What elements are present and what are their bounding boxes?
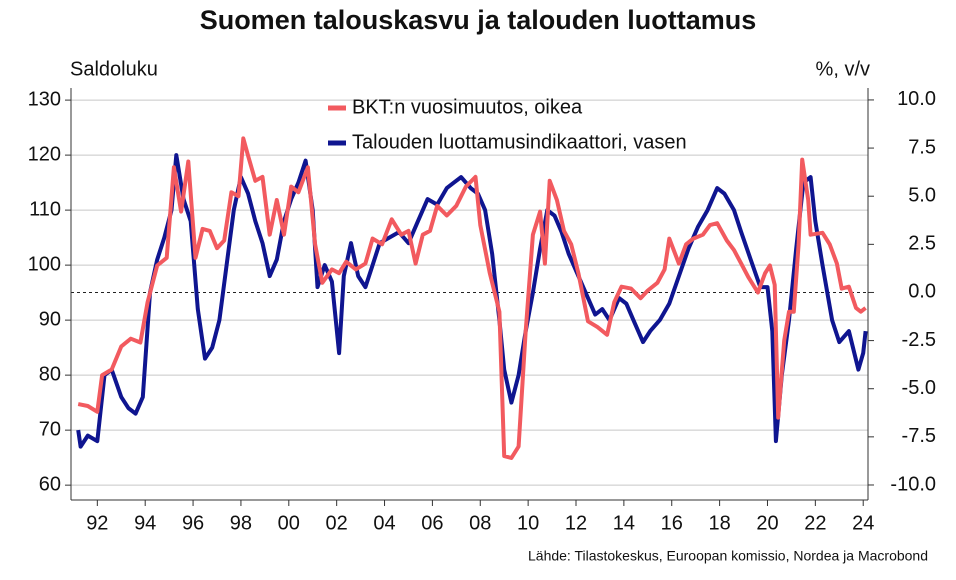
x-tick-label: 00	[278, 512, 300, 534]
y2-tick-label: 7.5	[908, 136, 936, 158]
legend-label: Talouden luottamusindikaattori, vasen	[352, 131, 687, 153]
y2-tick-label: 0.0	[908, 281, 936, 303]
y2-tick-label: -10.0	[890, 473, 936, 495]
series-line	[77, 136, 867, 460]
x-tick-label: 10	[517, 512, 539, 534]
y-tick-label: 80	[39, 363, 61, 385]
x-tick-label: 20	[756, 512, 778, 534]
y2-tick-label: 10.0	[897, 88, 936, 110]
x-tick-label: 14	[613, 512, 635, 534]
x-tick-label: 94	[134, 512, 156, 534]
x-tick-label: 18	[708, 512, 730, 534]
y2-tick-label: 5.0	[908, 184, 936, 206]
y-tick-label: 100	[28, 253, 61, 275]
y2-tick-label: -5.0	[902, 377, 936, 399]
y-tick-label: 90	[39, 308, 61, 330]
x-tick-label: 96	[182, 512, 204, 534]
y2-axis-title: %, v/v	[816, 58, 870, 80]
y2-tick-label: -7.5	[902, 425, 936, 447]
y2-tick-label: -2.5	[902, 329, 936, 351]
y-tick-label: 70	[39, 418, 61, 440]
x-tick-label: 02	[326, 512, 348, 534]
y-tick-label: 110	[29, 198, 61, 220]
x-tick-label: 92	[86, 512, 108, 534]
legend-label: BKT:n vuosimuutos, oikea	[352, 96, 583, 118]
y2-tick-label: 2.5	[908, 233, 936, 255]
x-tick-label: 12	[565, 512, 587, 534]
y-tick-label: 60	[39, 473, 61, 495]
y-tick-label: 120	[28, 143, 61, 165]
chart-title: Suomen talouskasvu ja talouden luottamus	[200, 5, 757, 35]
x-tick-label: 24	[852, 512, 874, 534]
x-tick-label: 04	[373, 512, 395, 534]
x-tick-label: 06	[421, 512, 443, 534]
y-tick-label: 130	[28, 88, 61, 110]
series-line	[76, 153, 868, 449]
x-tick-label: 22	[804, 512, 826, 534]
x-tick-label: 16	[661, 512, 683, 534]
source: Lähde: Tilastokeskus, Euroopan komissio,…	[528, 548, 928, 564]
x-tick-label: 98	[230, 512, 252, 534]
x-tick-label: 08	[469, 512, 491, 534]
y-axis-title: Saldoluku	[70, 58, 158, 80]
